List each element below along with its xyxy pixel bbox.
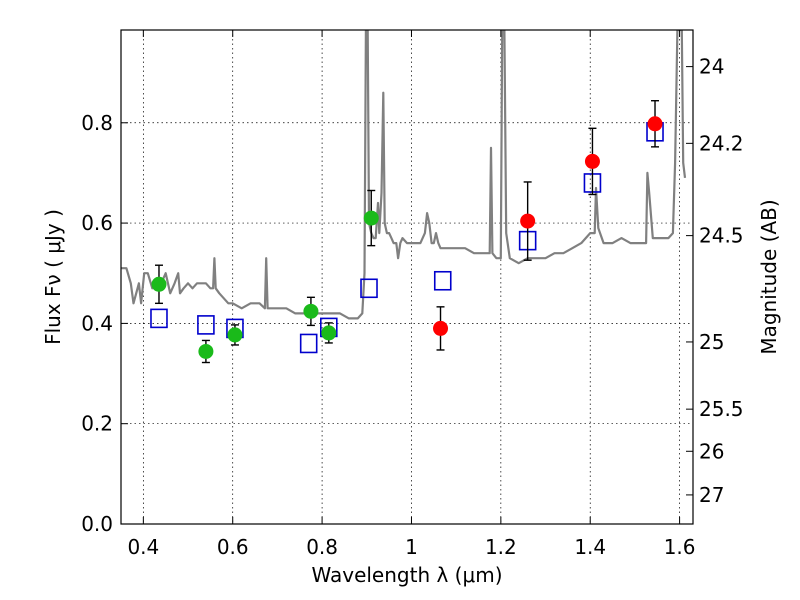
- data-point: [303, 303, 319, 319]
- data-point: [198, 343, 214, 359]
- y2-axis-title: Magnitude (AB): [757, 199, 781, 354]
- y2-tick-label: 24.2: [699, 131, 744, 155]
- data-point: [647, 116, 663, 132]
- y2-tick-label: 25.5: [699, 397, 744, 421]
- plot-area: [121, 30, 687, 364]
- y-tick-label: 0.2: [81, 412, 113, 436]
- model-square-marker: [150, 308, 168, 329]
- model-square-marker: [299, 333, 318, 354]
- data-point: [584, 153, 600, 169]
- y2-tick-label: 24.5: [699, 224, 744, 248]
- data-point: [433, 320, 449, 336]
- x-tick-label: 1.4: [574, 535, 606, 559]
- x-tick-label: 0.8: [306, 535, 338, 559]
- spectrum-line: [121, 30, 687, 320]
- axis-ticks: [121, 30, 693, 525]
- model-square-marker: [197, 315, 215, 335]
- y-tick-label: 0.4: [81, 311, 113, 335]
- y-axis-title: Flux Fν ( μJy ): [41, 209, 65, 345]
- y-tick-label: 0.0: [81, 512, 113, 536]
- data-point: [227, 327, 243, 343]
- x-tick-label: 0.6: [217, 535, 249, 559]
- model-square-marker: [360, 278, 378, 299]
- x-tick-label: 0.4: [127, 535, 159, 559]
- tick-labels: 0.4 0.6 0.8 1 1.2 1.4 1.6 0.0 0.2 0.4 0.6 0.8 24 24.2…: [81, 55, 743, 559]
- y-tick-label: 0.6: [81, 211, 113, 235]
- data-point: [363, 210, 379, 226]
- y2-tick-label: 26: [699, 439, 724, 463]
- y2-tick-label: 25: [699, 330, 724, 354]
- x-tick-label: 1.2: [485, 535, 517, 559]
- data-point: [321, 325, 337, 341]
- x-tick-label: 1: [405, 535, 418, 559]
- x-tick-label: 1.6: [664, 535, 696, 559]
- data-point: [520, 213, 536, 229]
- y-tick-label: 0.8: [81, 111, 113, 135]
- x-axis-title: Wavelength λ (μm): [311, 563, 502, 587]
- plot-frame: [120, 29, 694, 525]
- y2-tick-label: 27: [699, 483, 724, 507]
- model-square-marker: [433, 270, 452, 291]
- y2-tick-label: 24: [699, 55, 724, 79]
- data-point: [151, 276, 167, 292]
- grid-lines: [121, 30, 693, 525]
